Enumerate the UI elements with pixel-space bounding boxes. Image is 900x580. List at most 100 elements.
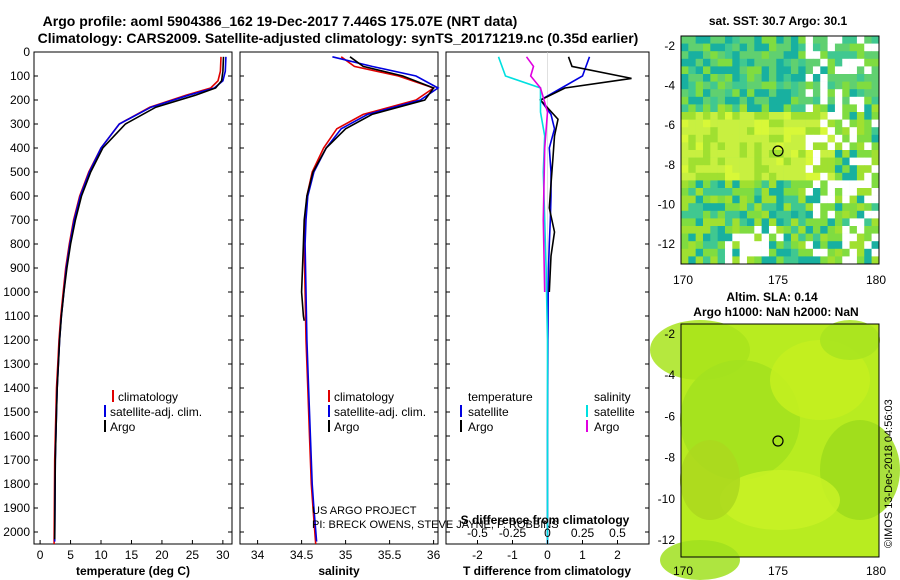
- sst-cell: [688, 36, 696, 44]
- sst-cell: [856, 226, 865, 234]
- sst-cell: [842, 89, 850, 98]
- sst-cell: [871, 112, 880, 120]
- sst-cell: [739, 157, 748, 166]
- legend2-swatch-satellite: [328, 405, 330, 417]
- sst-cell: [710, 43, 718, 52]
- sst-cell: [849, 119, 858, 128]
- sla-map: Altim. SLA: 0.14 Argo h1000: NaN h2000: …: [650, 290, 900, 580]
- sst-cell: [739, 210, 748, 219]
- sst-cell: [783, 180, 792, 189]
- sst-cell: [688, 241, 696, 250]
- sst-cell: [702, 134, 711, 143]
- sst-cell: [724, 226, 733, 234]
- sst-cell: [739, 81, 748, 90]
- sst-cell: [805, 58, 814, 67]
- sla-map-title-2: Argo h1000: NaN h2000: NaN: [693, 305, 858, 319]
- sst-cell: [856, 172, 865, 181]
- legend2-label-satellite: satellite-adj. clim.: [334, 405, 426, 419]
- sst-cell: [695, 165, 704, 174]
- sst-cell: [827, 74, 836, 82]
- sst-cell: [790, 188, 799, 196]
- sst-cell: [754, 66, 762, 75]
- map1-yticks--10: -10: [658, 197, 676, 211]
- sst-cell: [812, 89, 821, 98]
- sst-cell: [798, 195, 806, 204]
- sst-cell: [739, 66, 748, 75]
- sst-cell: [717, 157, 726, 166]
- sst-cell: [864, 127, 872, 136]
- sst-cell: [798, 157, 806, 166]
- sst-cell: [739, 43, 748, 52]
- sst-cell: [717, 127, 726, 136]
- sst-cell: [790, 43, 799, 52]
- sst-cell: [754, 172, 762, 181]
- sst-cell: [812, 210, 821, 219]
- sst-cell: [761, 43, 770, 52]
- sst-cell: [681, 36, 689, 44]
- sst-cell: [812, 165, 821, 174]
- sst-cell: [724, 66, 733, 75]
- sst-cell: [776, 248, 784, 257]
- sst-cell: [754, 188, 762, 196]
- sst-cell: [871, 188, 880, 196]
- sst-cell: [783, 96, 792, 105]
- sst-cell: [681, 248, 689, 257]
- sst-cell: [739, 127, 748, 136]
- sst-cell: [688, 233, 696, 242]
- sst-cell: [717, 142, 726, 151]
- depth-tick-1700: 1700: [3, 453, 30, 467]
- sst-cell: [849, 104, 858, 113]
- sst-cell: [812, 127, 821, 136]
- sst-cell: [849, 172, 858, 181]
- sst-cell: [732, 58, 740, 67]
- sst-cell: [754, 150, 762, 158]
- map1-yticks--8: -8: [664, 158, 675, 172]
- salinity-panel-frame: [239, 51, 439, 545]
- sst-cell: [856, 43, 865, 52]
- sst-cell: [732, 210, 740, 219]
- map1-yticks--2: -2: [664, 39, 675, 53]
- sst-cell: [702, 203, 711, 212]
- sst-cell: [842, 96, 850, 105]
- sst-cell: [834, 203, 843, 212]
- sst-cell: [856, 203, 865, 212]
- sst-cell: [783, 81, 792, 90]
- depth-tick-1500: 1500: [3, 405, 30, 419]
- sst-cell: [739, 248, 748, 257]
- sst-cell: [827, 51, 836, 60]
- sst-cell: [688, 195, 696, 204]
- sst-cell: [724, 51, 733, 60]
- sst-cell: [754, 218, 762, 227]
- sst-cell: [761, 195, 770, 204]
- sst-cell: [710, 218, 718, 227]
- sst-cell: [820, 66, 828, 75]
- sst-cell: [761, 233, 770, 242]
- sst-cell: [724, 81, 733, 90]
- depth-tick-1800: 1800: [3, 477, 30, 491]
- sst-cell: [754, 127, 762, 136]
- map1-yticks--4: -4: [664, 79, 675, 93]
- sst-cell: [842, 195, 850, 204]
- sst-cell: [732, 43, 740, 52]
- sst-cell: [798, 218, 806, 227]
- sst-cell: [681, 66, 689, 75]
- sst-cell: [834, 81, 843, 90]
- depth-tick-600: 600: [10, 189, 30, 203]
- sst-cell: [724, 134, 733, 143]
- sst-cell: [842, 142, 850, 151]
- sst-cell: [776, 81, 784, 90]
- sst-cell: [724, 43, 733, 52]
- sst-cell: [695, 256, 704, 265]
- sst-cell: [768, 210, 777, 219]
- sst-cell: [746, 165, 755, 174]
- sst-cell: [746, 134, 755, 143]
- diff-x2tick-0: 0: [544, 526, 551, 540]
- sst-cell: [681, 127, 689, 136]
- sst-cell: [871, 203, 880, 212]
- sst-cell: [688, 127, 696, 136]
- sst-cell: [688, 119, 696, 128]
- sst-cell: [746, 112, 755, 120]
- sst-cell: [768, 89, 777, 98]
- sst-cell: [710, 142, 718, 151]
- sst-cell: [695, 233, 704, 242]
